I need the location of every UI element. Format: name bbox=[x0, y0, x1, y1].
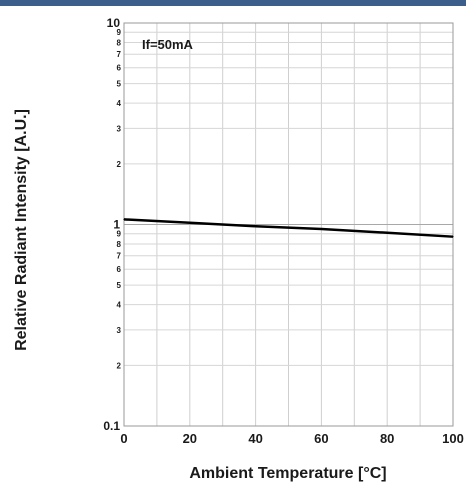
data-point bbox=[189, 222, 191, 224]
y-minor-tick-label: 4 bbox=[117, 99, 122, 108]
y-minor-tick-label: 2 bbox=[117, 160, 122, 169]
data-point bbox=[255, 225, 257, 227]
y-minor-tick-label: 6 bbox=[117, 64, 122, 73]
y-minor-tick-label: 7 bbox=[117, 252, 122, 261]
x-tick-label: 100 bbox=[442, 431, 464, 446]
series-layer bbox=[123, 218, 454, 238]
data-point bbox=[452, 236, 454, 238]
x-tick-labels: 0 20 40 60 80 100 bbox=[120, 431, 463, 446]
x-tick-label: 0 bbox=[120, 431, 127, 446]
y-minor-tick-label: 9 bbox=[117, 230, 122, 239]
y-minor-tick-label: 4 bbox=[117, 301, 122, 310]
header-bar bbox=[0, 0, 466, 6]
x-tick-label: 40 bbox=[248, 431, 262, 446]
x-tick-label: 60 bbox=[314, 431, 328, 446]
x-tick-label: 20 bbox=[183, 431, 197, 446]
x-tick-label: 80 bbox=[380, 431, 394, 446]
plot-border bbox=[123, 22, 454, 427]
y-minor-tick-label: 8 bbox=[117, 39, 122, 48]
y-minor-tick-label: 2 bbox=[117, 361, 122, 370]
y-minor-tick-label: 8 bbox=[117, 240, 122, 249]
y-major-tick-label: 1 bbox=[113, 218, 120, 232]
y-minor-tick-label: 9 bbox=[117, 28, 122, 37]
y-minor-tick-label: 5 bbox=[117, 281, 122, 290]
y-major-tick-label: 0.1 bbox=[103, 419, 120, 433]
condition-annotation: If=50mA bbox=[142, 37, 194, 52]
x-axis-title: Ambient Temperature [°C] bbox=[189, 465, 386, 482]
series-line bbox=[123, 218, 454, 238]
y-axis-title: Relative Radiant Intensity [A.U.] bbox=[13, 109, 30, 351]
data-point bbox=[386, 232, 388, 234]
y-minor-tick-label: 6 bbox=[117, 265, 122, 274]
y-minor-tick-label: 3 bbox=[117, 124, 122, 133]
data-point bbox=[320, 228, 322, 230]
y-minor-tick-label: 5 bbox=[117, 80, 122, 89]
y-minor-tick-label: 3 bbox=[117, 326, 122, 335]
y-major-tick-label: 10 bbox=[107, 16, 121, 30]
data-point bbox=[123, 218, 125, 221]
y-minor-tick-label: 7 bbox=[117, 50, 122, 59]
grid bbox=[123, 22, 454, 427]
